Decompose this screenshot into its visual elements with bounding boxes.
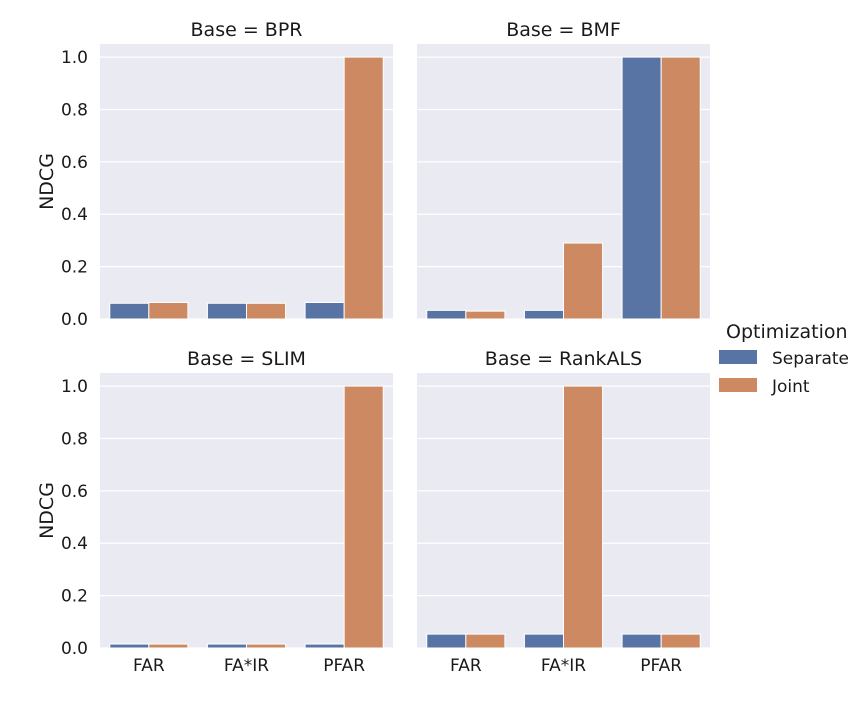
panel-title: Base = BPR	[191, 19, 303, 41]
bar-joint-0	[465, 310, 506, 320]
y-tick-label: 0.2	[61, 258, 88, 278]
x-tick-label: PFAR	[323, 656, 365, 676]
y-tick-label: 1.0	[61, 377, 88, 397]
x-tick-label: FA*IR	[541, 656, 586, 676]
legend-swatch-joint	[719, 378, 757, 392]
bar-separate-1	[206, 643, 247, 649]
bar-joint-2	[660, 633, 701, 649]
y-tick-label: 0.2	[61, 587, 88, 607]
legend-label-separate: Separate	[772, 349, 849, 369]
panel-title: Base = RankALS	[485, 348, 642, 370]
bar-separate-0	[109, 302, 150, 320]
y-tick-label: 0.6	[61, 153, 88, 173]
bar-separate-2	[304, 302, 345, 320]
panel-title: Base = SLIM	[187, 348, 306, 370]
legend-label-joint: Joint	[771, 377, 810, 397]
bar-separate-2	[621, 633, 662, 649]
y-tick-label: 0.6	[61, 482, 88, 502]
bar-separate-2	[304, 643, 345, 649]
y-tick-label: 0.0	[61, 310, 88, 330]
y-tick-label: 0.0	[61, 639, 88, 659]
bar-joint-2	[660, 56, 701, 320]
panel-title: Base = BMF	[506, 19, 621, 41]
legend-swatch-separate	[719, 350, 757, 364]
bar-separate-0	[426, 309, 467, 320]
y-axis-label: NDCG	[36, 482, 58, 539]
bar-joint-2	[343, 385, 384, 649]
bar-joint-0	[148, 302, 189, 320]
x-tick-label: FAR	[133, 656, 165, 676]
bar-separate-1	[206, 302, 247, 320]
x-tick-label: FAR	[450, 656, 482, 676]
bar-separate-0	[109, 643, 150, 649]
bar-joint-1	[246, 302, 287, 320]
x-tick-label: PFAR	[640, 656, 682, 676]
bar-joint-1	[563, 242, 604, 320]
y-tick-label: 0.4	[61, 534, 88, 554]
bar-joint-0	[465, 633, 506, 649]
legend-title: Optimization	[726, 321, 848, 343]
y-axis-label: NDCG	[36, 153, 58, 210]
y-tick-label: 0.8	[61, 429, 88, 449]
bar-joint-0	[148, 643, 189, 649]
bar-separate-1	[523, 309, 565, 320]
bar-separate-0	[426, 633, 467, 649]
bar-joint-1	[246, 643, 287, 649]
bar-joint-2	[343, 56, 384, 320]
bar-joint-1	[563, 385, 604, 649]
bar-separate-2	[621, 56, 662, 320]
x-tick-label: FA*IR	[224, 656, 269, 676]
y-tick-label: 1.0	[61, 48, 88, 68]
y-tick-label: 0.8	[61, 100, 88, 120]
bar-separate-1	[523, 633, 565, 649]
y-tick-label: 0.4	[61, 205, 88, 225]
